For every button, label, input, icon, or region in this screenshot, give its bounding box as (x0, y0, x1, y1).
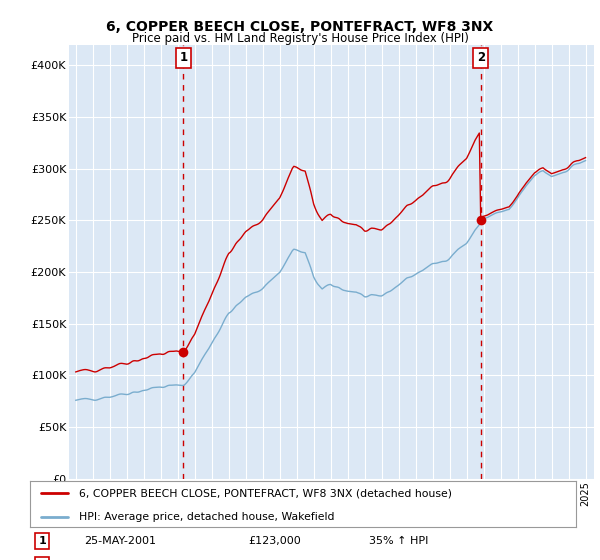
Text: 35% ↑ HPI: 35% ↑ HPI (368, 536, 428, 546)
Text: £123,000: £123,000 (248, 536, 301, 546)
Text: 1: 1 (38, 536, 46, 546)
Text: 6, COPPER BEECH CLOSE, PONTEFRACT, WF8 3NX: 6, COPPER BEECH CLOSE, PONTEFRACT, WF8 3… (106, 20, 494, 34)
Text: 6, COPPER BEECH CLOSE, PONTEFRACT, WF8 3NX (detached house): 6, COPPER BEECH CLOSE, PONTEFRACT, WF8 3… (79, 488, 452, 498)
Text: HPI: Average price, detached house, Wakefield: HPI: Average price, detached house, Wake… (79, 512, 335, 522)
Text: 25-MAY-2001: 25-MAY-2001 (85, 536, 157, 546)
Text: Price paid vs. HM Land Registry's House Price Index (HPI): Price paid vs. HM Land Registry's House … (131, 32, 469, 45)
Text: 1: 1 (179, 52, 187, 64)
Text: 2: 2 (476, 52, 485, 64)
